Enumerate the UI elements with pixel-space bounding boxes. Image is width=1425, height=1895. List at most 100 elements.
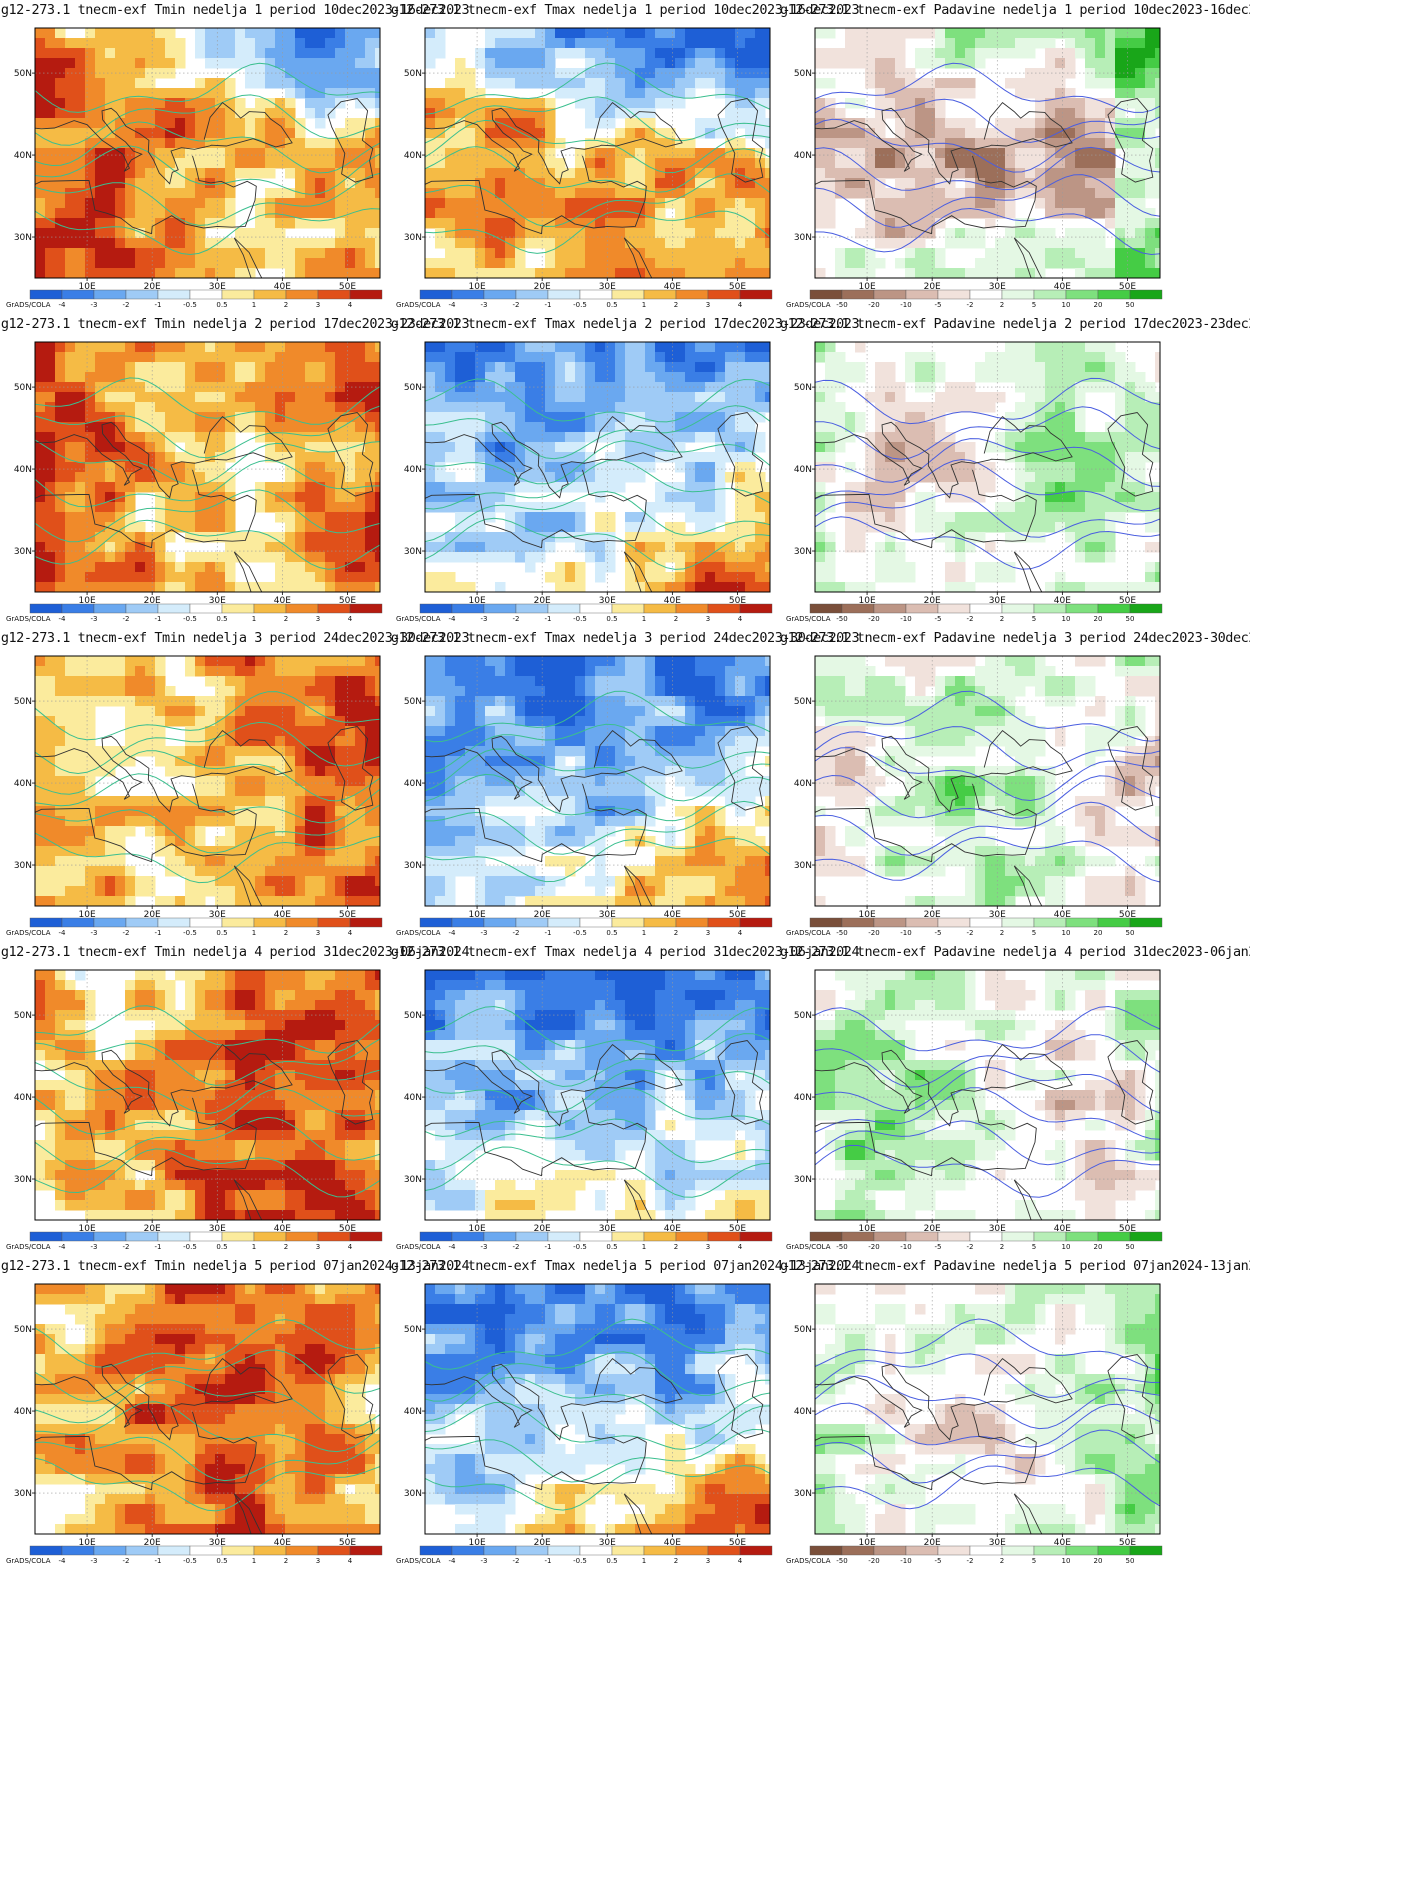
- colorbar-swatch: [970, 604, 1002, 613]
- colorbar-swatch: [516, 1546, 548, 1555]
- colorbar-swatch: [190, 290, 222, 299]
- colorbar-label: 0.5: [216, 301, 227, 309]
- colorbar-label: 1: [252, 615, 256, 623]
- colorbar-label: 3: [316, 1557, 320, 1565]
- colorbar-swatch: [810, 1546, 842, 1555]
- shaded-field: [425, 342, 776, 593]
- colorbar: -50 -20 -10 -5 -2 2 5 10 20 50 GrADS/COLA: [786, 290, 1162, 309]
- lat-tick-label: 50N: [404, 69, 422, 79]
- colorbar-swatch: [30, 1232, 62, 1241]
- colorbar-swatch: [676, 918, 708, 927]
- colorbar-swatch: [548, 1232, 580, 1241]
- lat-tick-label: 40N: [794, 151, 812, 161]
- colorbar-label: 0.5: [216, 929, 227, 937]
- colorbar-swatch: [938, 290, 970, 299]
- colorbar-swatch: [938, 1546, 970, 1555]
- map-plot: 10E 20E 30E 40E 50E50N40N30N-4 -3 -2 -1 -0.5 0.5 1…: [0, 314, 390, 628]
- colorbar-swatch: [644, 918, 676, 927]
- lat-tick-label: 50N: [404, 1011, 422, 1021]
- colorbar-label: -3: [91, 301, 98, 309]
- colorbar-swatch: [1098, 1232, 1130, 1241]
- colorbar-label: 0.5: [606, 929, 617, 937]
- lat-tick-label: 30N: [14, 861, 32, 871]
- colorbar-swatch: [126, 1546, 158, 1555]
- colorbar-label: -50: [836, 1557, 847, 1565]
- colorbar-label: -50: [836, 929, 847, 937]
- colorbar-label: 4: [738, 615, 743, 623]
- colorbar-label: -2: [967, 301, 974, 309]
- colorbar-label: -4: [449, 615, 457, 623]
- colorbar-swatch: [644, 1232, 676, 1241]
- colorbar-swatch: [1002, 1546, 1034, 1555]
- colorbar-swatch: [1034, 918, 1066, 927]
- colorbar-label: -2: [513, 929, 520, 937]
- colorbar-label: -1: [545, 1243, 552, 1251]
- colorbar-label: 1: [642, 301, 646, 309]
- lat-tick-label: 50N: [404, 697, 422, 707]
- colorbar-swatch: [740, 1232, 772, 1241]
- colorbar-label: -5: [935, 615, 942, 623]
- colorbar-label: 50: [1126, 1557, 1135, 1565]
- colorbar-swatch: [842, 1546, 874, 1555]
- colorbar-label: 2: [674, 1557, 678, 1565]
- colorbar-label: 2: [1000, 615, 1004, 623]
- colorbar-swatch: [254, 918, 286, 927]
- colorbar-swatch: [1002, 604, 1034, 613]
- colorbar-swatch: [1130, 290, 1162, 299]
- colorbar-swatch: [286, 1232, 318, 1241]
- colorbar-label: -2: [123, 301, 130, 309]
- colorbar-label: -3: [481, 301, 488, 309]
- colorbar-label: 1: [252, 301, 256, 309]
- colorbar-swatch: [874, 1232, 906, 1241]
- colorbar-label: 2: [1000, 1243, 1004, 1251]
- colorbar-swatch: [484, 918, 516, 927]
- colorbar-label: -10: [900, 1243, 911, 1251]
- colorbar-swatch: [286, 290, 318, 299]
- colorbar-swatch: [970, 918, 1002, 927]
- colorbar-swatch: [1098, 918, 1130, 927]
- colorbar-label: -1: [545, 1557, 552, 1565]
- colorbar-label: 10: [1062, 301, 1071, 309]
- colorbar-swatch: [1098, 1546, 1130, 1555]
- map-plot: 10E 20E 30E 40E 50E 50N 40N 30N -50 -20 -10 -5 -2 2 5 1…: [780, 1256, 1170, 1570]
- colorbar-label: -1: [155, 929, 162, 937]
- lat-tick-label: 40N: [14, 779, 32, 789]
- colorbar-swatch: [580, 1232, 612, 1241]
- lat-tick-label: 40N: [794, 465, 812, 475]
- lat-tick-label: 30N: [404, 233, 422, 243]
- colorbar-label: -1: [545, 301, 552, 309]
- lat-tick-label: 30N: [794, 1489, 812, 1499]
- colorbar-label: 4: [738, 301, 743, 309]
- colorbar-label: -5: [935, 929, 942, 937]
- lat-tick-label: 40N: [404, 1407, 422, 1417]
- colorbar-swatch: [484, 1232, 516, 1241]
- colorbar-swatch: [222, 918, 254, 927]
- colorbar-label: -50: [836, 301, 847, 309]
- lat-tick-label: 40N: [794, 1093, 812, 1103]
- colorbar-label: 10: [1062, 1243, 1071, 1251]
- colorbar-label: -3: [91, 615, 98, 623]
- colorbar-swatch: [126, 290, 158, 299]
- colorbar-swatch: [254, 604, 286, 613]
- colorbar-swatch: [516, 918, 548, 927]
- lat-tick-label: 30N: [14, 233, 32, 243]
- colorbar-label: -0.5: [573, 1557, 587, 1565]
- map-plot: 10E 20E 30E 40E 50E50N40N30N-4 -3 -2 -1 -0.5 0.5 1…: [390, 0, 780, 314]
- colorbar-swatch: [1130, 918, 1162, 927]
- colorbar-swatch: [484, 604, 516, 613]
- lat-tick-label: 50N: [794, 383, 812, 393]
- colorbar-swatch: [420, 1232, 452, 1241]
- colorbar: -4 -3 -2 -1 -0.5 0.5 1 2 3 4 GrADS/COLA: [396, 604, 772, 623]
- colorbar-label: -4: [449, 1243, 457, 1251]
- colorbar-label: 10: [1062, 929, 1071, 937]
- colorbar-swatch: [94, 604, 126, 613]
- lat-tick-label: 30N: [794, 547, 812, 557]
- colorbar-swatch: [420, 604, 452, 613]
- colorbar-swatch: [222, 1232, 254, 1241]
- colorbar-label: 20: [1094, 615, 1103, 623]
- colorbar-swatch: [708, 918, 740, 927]
- colorbar-swatch: [222, 290, 254, 299]
- colorbar-label: -2: [513, 1557, 520, 1565]
- colorbar-swatch: [1066, 918, 1098, 927]
- colorbar-swatch: [318, 290, 350, 299]
